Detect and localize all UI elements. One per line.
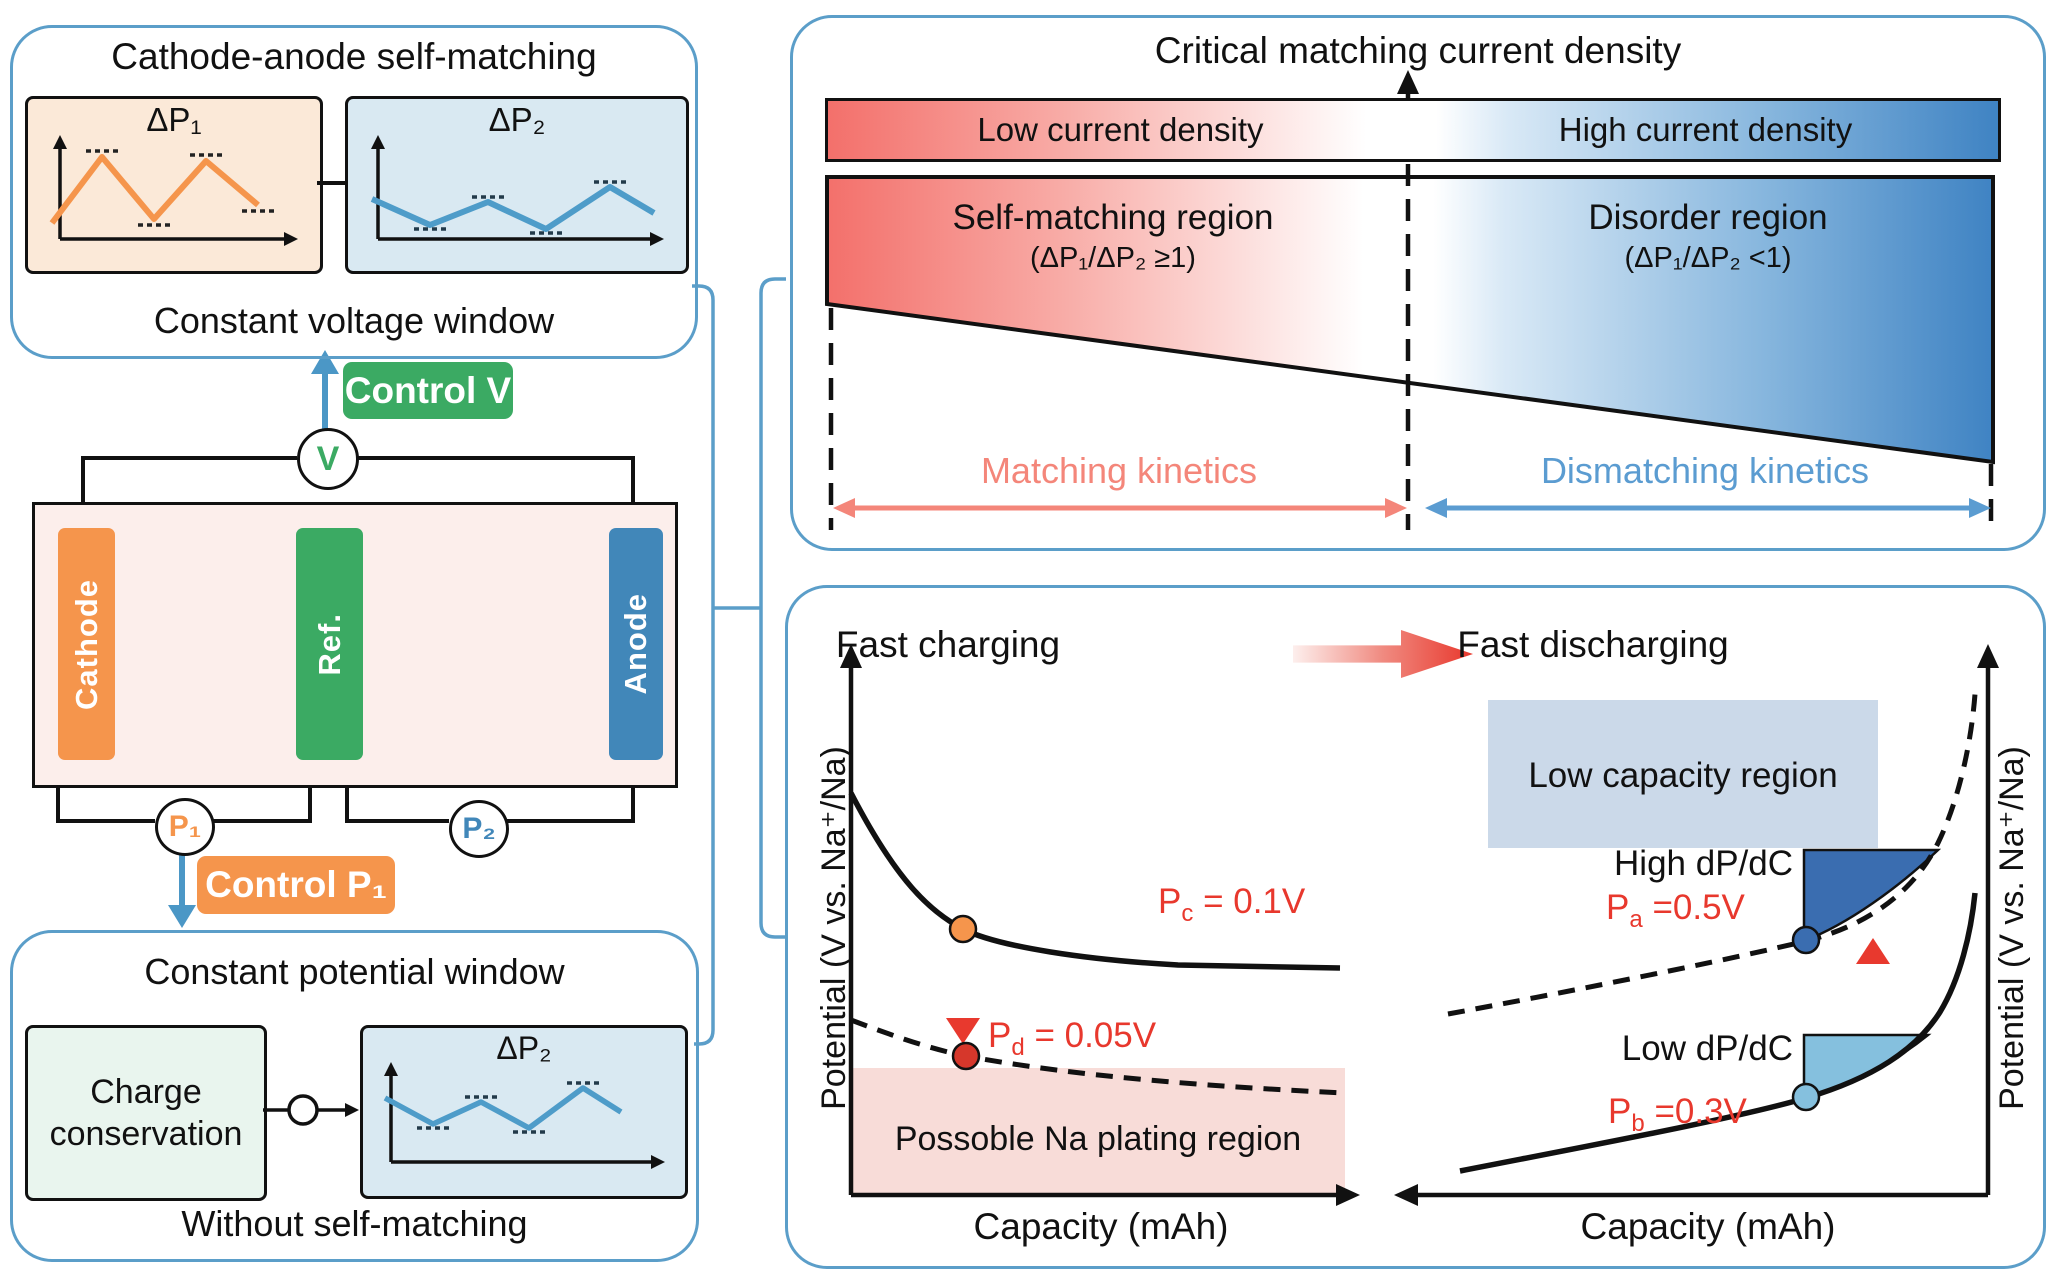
fast-charging-title: Fast charging <box>835 624 1061 665</box>
right-y-axis-label: Potential (V vs. Na⁺/Na) <box>1993 746 2031 1110</box>
na-plating-region <box>851 1068 1345 1195</box>
low-dpdc-label: Low dP/dC <box>1621 1029 1793 1068</box>
link-node-circle <box>287 1094 319 1126</box>
cell-box: Cathode Ref. Anode <box>32 502 678 788</box>
charge-conservation-box: Charge conservation <box>25 1025 267 1201</box>
potential-window-panel: Constant potential window Charge conserv… <box>10 930 699 1262</box>
connector-line-a <box>692 284 715 1046</box>
pd-annotation: Pd = 0.05V <box>988 1016 1157 1061</box>
voltmeter: V <box>297 428 359 490</box>
self-matching-region-label: Self-matching region (ΔP₁/ΔP₂ ≥1) <box>952 198 1274 274</box>
dp2-minichart-bottom: ΔP₂ <box>360 1025 688 1199</box>
dp2-bottom-plot <box>383 1062 665 1169</box>
pd-point <box>951 1041 981 1071</box>
dp1-label: ΔP₁ <box>146 101 202 138</box>
cathode-label: Cathode <box>68 578 104 710</box>
critical-arrow-head <box>1397 70 1419 94</box>
minichart-link-line <box>317 181 345 185</box>
high-dpdc-label: High dP/dC <box>1614 844 1793 883</box>
dismatching-kinetics-label: Dismatching kinetics <box>1540 450 1870 491</box>
p2-meter: P₂ <box>449 800 509 858</box>
control-v-arrow-head <box>311 350 339 374</box>
critical-density-panel: Critical matching current density <box>790 15 2046 551</box>
cathode-electrode: Cathode <box>58 528 115 760</box>
dp1-minichart: ΔP₁ <box>25 96 323 274</box>
self-matching-panel: Cathode-anode self-matching ΔP₁ ΔP₂ <box>10 25 698 359</box>
pb-annotation: Pb =0.3V <box>1608 1092 1747 1137</box>
pc-annotation: Pc = 0.1V <box>1158 882 1306 927</box>
right-x-axis-label: Capacity (mAh) <box>1580 1206 1836 1247</box>
without-self-matching-caption: Without self-matching <box>181 1203 528 1244</box>
dp2-label: ΔP₂ <box>488 101 546 138</box>
connector-line-b <box>759 277 786 939</box>
left-x-axis-label: Capacity (mAh) <box>973 1206 1229 1247</box>
p1-meter: P₁ <box>155 798 215 856</box>
pc-point <box>948 914 978 944</box>
control-p1-badge: Control P₁ <box>197 856 395 914</box>
voltage-window-caption: Constant voltage window <box>153 300 555 341</box>
dp2-bottom-label: ΔP₂ <box>496 1030 552 1066</box>
charge-link <box>263 1094 359 1126</box>
critical-density-graphics <box>825 70 1995 532</box>
anode-label: Anode <box>618 593 653 695</box>
potential-capacity-panel: Fast charging Fast discharging Potential… <box>785 585 2046 1269</box>
current-density-bar: Low current density High current density <box>825 98 2001 162</box>
potential-window-title: Constant potential window <box>144 951 565 992</box>
potential-probe-wires <box>56 760 635 823</box>
pb-point <box>1791 1082 1821 1112</box>
potential-capacity-plots <box>840 644 1999 1206</box>
low-current-density-label: Low current density <box>977 111 1264 148</box>
reference-electrode: Ref. <box>296 528 363 760</box>
self-matching-title: Cathode-anode self-matching <box>111 36 597 77</box>
matching-kinetics-label: Matching kinetics <box>980 450 1258 491</box>
control-v-badge: Control V <box>343 362 513 419</box>
high-dpdc-fill <box>1802 848 1942 943</box>
fast-discharging-title: Fast discharging <box>1457 624 1729 665</box>
disorder-region-label: Disorder region (ΔP₁/ΔP₂ <1) <box>1588 198 1828 274</box>
reference-label: Ref. <box>311 612 347 676</box>
anode-electrode: Anode <box>609 528 663 760</box>
control-p1-arrow-head <box>168 905 196 928</box>
na-plating-label: Possoble Na plating region <box>894 1120 1302 1158</box>
low-capacity-label: Low capacity region <box>1528 756 1838 795</box>
pa-annotation: Pa =0.5V <box>1606 888 1745 933</box>
high-current-density-label: High current density <box>1558 111 1853 148</box>
low-capacity-region <box>1488 700 1878 848</box>
pa-point <box>1791 925 1821 955</box>
dp2-minichart: ΔP₂ <box>345 96 689 274</box>
critical-density-title: Critical matching current density <box>1154 30 1682 71</box>
dp1-plot <box>49 135 298 246</box>
dp2-plot <box>370 135 664 246</box>
